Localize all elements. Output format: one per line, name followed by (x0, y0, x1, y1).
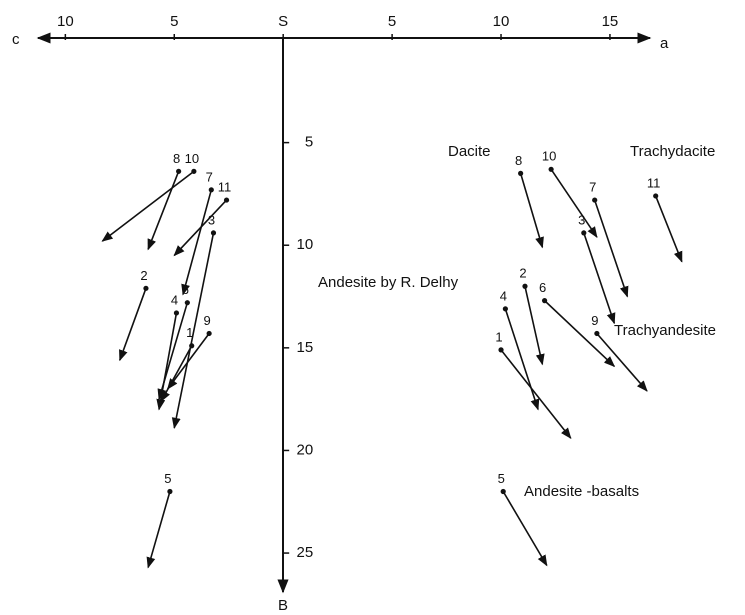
vector-label: 7 (589, 180, 596, 195)
axis-label-b: B (278, 597, 288, 614)
vector-arrow (181, 189, 213, 296)
vector-label: 6 (539, 280, 546, 295)
vector-start (223, 197, 230, 203)
vector-label: 8 (173, 151, 180, 166)
vector-start (502, 306, 508, 312)
vector-arrow (583, 232, 616, 325)
vector-start (208, 187, 214, 193)
x-tick-label: 15 (602, 13, 619, 30)
vector-label: 5 (498, 471, 505, 486)
annotation: Andesite -basalts (524, 483, 639, 500)
vector-arrow (119, 288, 147, 362)
vector-start (541, 298, 548, 304)
x-tick-label: 10 (493, 13, 510, 30)
vector-arrow (156, 312, 178, 411)
vector-start (189, 343, 195, 349)
vector-arrow (101, 170, 195, 242)
vector-start (173, 310, 180, 316)
vector-label: 2 (140, 268, 147, 283)
vector-arrow (504, 308, 540, 411)
annotation: Dacite (448, 143, 491, 160)
annotation: Trachyandesite (614, 322, 716, 339)
vector-start (498, 347, 504, 353)
vector-label: 9 (591, 313, 598, 328)
vector-start (184, 300, 190, 306)
x-tick-label: S (278, 13, 288, 30)
vector-label: 9 (204, 313, 211, 328)
y-tick-label: 5 (305, 134, 313, 151)
vector-start (653, 193, 659, 199)
vector-arrow (171, 232, 215, 429)
y-tick-label: 25 (296, 544, 313, 561)
vector-start (581, 230, 587, 236)
vector-arrow (157, 302, 189, 401)
annotation: Trachydacite (630, 143, 715, 160)
vector-start (191, 168, 197, 174)
vector-label: 5 (164, 471, 171, 486)
x-tick-label: 5 (388, 13, 396, 30)
axis-label-a: a (660, 35, 669, 52)
vector-start (518, 170, 524, 176)
vector-label: 3 (208, 212, 215, 227)
vector-start (210, 230, 217, 236)
vector-label: 10 (542, 149, 556, 164)
vector-start (167, 488, 173, 495)
vector-arrow (167, 332, 210, 390)
vector-label: 7 (206, 169, 213, 184)
vector-label: 1 (186, 325, 193, 340)
vector-arrow (173, 199, 228, 257)
vector-label: 6 (182, 282, 189, 297)
x-tick-label: 5 (170, 13, 178, 30)
vector-start (592, 197, 598, 203)
vector-arrow (160, 345, 193, 403)
vector-label: 11 (647, 175, 661, 190)
axis-label-c: c (12, 31, 20, 48)
vector-arrow (146, 491, 171, 569)
vector-arrow (550, 168, 598, 238)
y-tick-label: 10 (296, 236, 313, 253)
vector-start (594, 330, 600, 337)
vector-start (176, 168, 182, 174)
vector-label: 4 (171, 292, 178, 307)
vector-label: 4 (500, 288, 507, 303)
vector-arrow (524, 286, 545, 366)
vector-start (522, 283, 528, 289)
vector-arrow (593, 199, 629, 298)
y-tick-label: 15 (296, 339, 313, 356)
vector-arrow (502, 491, 548, 567)
vector-start (548, 166, 554, 172)
vector-label: 8 (515, 153, 522, 168)
x-tick-label: 10 (57, 13, 74, 30)
vector-arrow (654, 195, 683, 263)
vector-start (500, 488, 506, 495)
vector-arrow (519, 173, 544, 249)
vector-label: 2 (519, 266, 526, 281)
vector-arrow (147, 171, 180, 251)
vector-arrow (596, 332, 648, 392)
vector-label: 11 (218, 180, 232, 195)
vector-label: 1 (495, 329, 502, 344)
y-tick-label: 20 (296, 441, 313, 458)
vector-start (206, 330, 212, 337)
vector-start (143, 285, 149, 291)
annotation: Andesite by R. Delhy (318, 274, 459, 291)
vector-arrow (500, 349, 572, 440)
vector-arrow (544, 300, 616, 368)
vector-label: 10 (185, 151, 199, 166)
vector-label: 3 (578, 212, 585, 227)
